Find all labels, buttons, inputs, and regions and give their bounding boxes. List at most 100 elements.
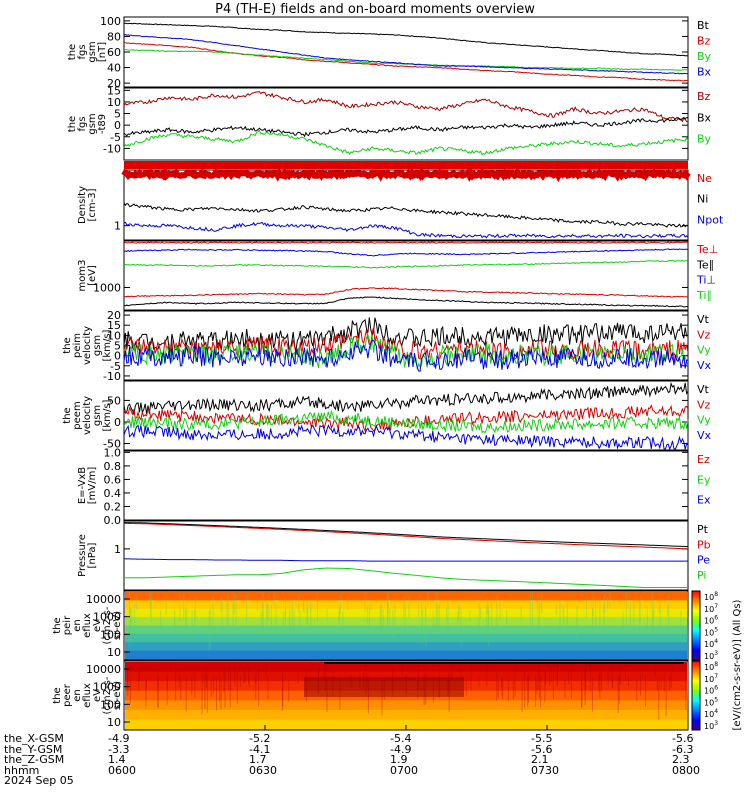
p2-legend-2: By (697, 133, 712, 146)
p4-series-1 (123, 296, 689, 308)
p1-ylabel-0: the (67, 44, 78, 60)
p9-streak-5 (599, 597, 601, 630)
p10-streak-13 (205, 666, 207, 689)
p3-frame (123, 169, 689, 241)
p10-streak-119 (600, 669, 602, 692)
p9-streak-105 (659, 604, 661, 630)
p9-band-4 (125, 625, 687, 635)
p10-streak-139 (204, 672, 206, 709)
p9-streak-113 (418, 599, 420, 617)
xaxis-value: -5.5 (531, 732, 553, 745)
p10-streak-128 (556, 664, 558, 687)
p5-ylabel-4: [km/s] (102, 329, 113, 361)
p9-streak-87 (339, 595, 341, 614)
xaxis-value: -3.3 (108, 742, 130, 756)
p8-frame (123, 520, 689, 591)
p5-ytick-5: -5 (110, 360, 121, 373)
p10-streak-53 (470, 664, 472, 691)
p10-ytick-1: 1000 (93, 681, 121, 694)
p7-ylabel-1: [mV/m] (87, 467, 98, 505)
p7-legend-0: Ez (697, 453, 710, 466)
p10-streak-48 (255, 673, 257, 684)
p9-streak-15 (460, 607, 462, 646)
p9-streak-78 (232, 599, 234, 626)
p9-streak-43 (403, 595, 405, 618)
p8-series-1 (124, 522, 689, 550)
p10-hotspot (304, 677, 464, 697)
p10-streak-129 (591, 678, 593, 712)
p9-streak-81 (326, 608, 328, 621)
p7-ytick-0: 1.0 (104, 446, 122, 459)
p9-ytick-2: 100 (100, 628, 121, 641)
p10-streak-102 (584, 669, 586, 696)
p10-streak-65 (201, 680, 203, 715)
p9-streak-8 (604, 595, 606, 613)
p9-streak-57 (366, 605, 368, 625)
p10-streak-135 (636, 679, 638, 702)
p9-band-3 (125, 617, 687, 626)
p10-streak-15 (402, 664, 404, 676)
p5-series-3 (123, 339, 689, 372)
p8-legend-3: Pi (697, 569, 706, 582)
p10-streak-73 (478, 676, 480, 687)
p10-streak-108 (139, 662, 141, 681)
p3-ylabel-1: [cm-3] (87, 188, 98, 221)
xaxis-row-1: the_Y-GSM -3.3 -4.1 -4.9 -5.6 -6.3 (4, 742, 744, 756)
p9-streak-126 (338, 611, 340, 635)
p9-streak-93 (306, 599, 308, 624)
p9-streak-125 (646, 606, 648, 639)
p9-streak-56 (212, 595, 214, 634)
p1-series-3 (123, 34, 689, 75)
p9-streak-27 (347, 595, 349, 611)
xaxis-value: -4.9 (390, 742, 412, 756)
p10-streak-107 (589, 663, 591, 693)
p10-streak-28 (501, 679, 503, 696)
p9-streak-135 (446, 607, 448, 623)
p9-streak-11 (457, 611, 459, 623)
p9-streak-98 (639, 596, 641, 623)
p9-streak-111 (486, 604, 488, 627)
p10-streak-115 (244, 670, 246, 683)
p9-band-2 (125, 608, 687, 618)
xaxis-value: 1.7 (249, 753, 267, 766)
p5-series-0 (123, 317, 689, 353)
p9-streak-38 (289, 610, 291, 634)
p7-ytick-2: 0.6 (104, 473, 122, 486)
p3-legend-1: Ni (697, 193, 708, 206)
p9-streak-112 (273, 594, 275, 606)
colorbar-1-tick-4: 104 (704, 708, 718, 719)
p9-streak-55 (227, 594, 229, 630)
p9-streak-66 (299, 610, 301, 627)
p10-streak-111 (178, 666, 180, 688)
p8-series-0 (123, 522, 689, 548)
x-axis-labels: the_X-GSM -4.9 -5.2 -5.4 -5.5 -5.6 the_Y-GSM -3… (4, 732, 744, 787)
p10-streak-136 (180, 676, 182, 701)
p9-streak-18 (379, 604, 381, 635)
p10-streak-80 (512, 681, 514, 700)
p10-streak-81 (236, 671, 238, 704)
p9-streak-39 (607, 596, 609, 609)
p2-ytick-1: 10 (107, 96, 121, 109)
p8-series-2 (123, 558, 688, 562)
p9-streak-89 (520, 605, 522, 623)
p10-streak-16 (288, 679, 290, 702)
p1-legend-0: Bt (697, 19, 710, 32)
p9-streak-95 (285, 596, 287, 618)
p10-streak-45 (670, 670, 672, 689)
p9-streak-133 (135, 596, 137, 610)
p10-streak-12 (549, 667, 551, 686)
p10-streak-30 (612, 677, 614, 689)
xaxis-date: 2024 Sep 05 (4, 774, 74, 787)
p9-streak-46 (306, 605, 308, 629)
p6-ylabel-0: the (62, 407, 73, 423)
p9-streak-28 (150, 592, 152, 618)
p8-ylabel-1: [nPa] (87, 542, 98, 568)
p10-streak-51 (248, 675, 250, 687)
p10-streak-44 (619, 668, 621, 685)
p8-legend-1: Pb (697, 538, 711, 551)
p9-streak-91 (260, 611, 262, 628)
p10-streak-84 (521, 678, 523, 713)
p10-streak-7 (145, 678, 147, 691)
p10-streak-17 (157, 677, 159, 708)
p9-streak-130 (150, 597, 152, 622)
